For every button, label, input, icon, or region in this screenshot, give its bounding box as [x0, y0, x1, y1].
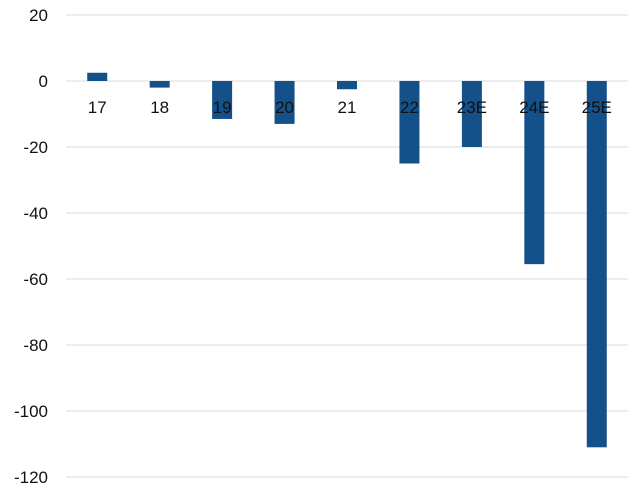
x-tick-label: 22 [400, 98, 419, 117]
x-tick-label: 25E [582, 98, 612, 117]
x-tick-label: 20 [275, 98, 294, 117]
bar-21 [337, 81, 357, 90]
y-tick-label: -20 [23, 138, 48, 157]
x-tick-label: 23E [457, 98, 487, 117]
bar-23E [461, 81, 482, 147]
x-tick-label: 24E [519, 98, 549, 117]
x-tick-label: 17 [88, 98, 107, 117]
y-tick-label: 0 [39, 72, 48, 91]
y-tick-label: -40 [23, 204, 48, 223]
y-tick-label: -60 [23, 270, 48, 289]
bar-24E [524, 81, 545, 265]
bar-17 [87, 72, 108, 81]
x-tick-label: 21 [338, 98, 357, 117]
bar-22 [399, 81, 420, 164]
bar-19 [212, 81, 233, 119]
y-tick-label: -80 [23, 336, 48, 355]
bars [87, 72, 607, 448]
x-axis-tick-labels: 17 18 19 20 21 22 23E 24E 25E [88, 98, 612, 117]
bar-25E [586, 81, 607, 448]
bar-18 [149, 81, 170, 88]
y-tick-label: -100 [14, 402, 48, 421]
x-tick-label: 18 [150, 98, 169, 117]
y-axis-tick-labels: 20 0 -20 -40 -60 -80 -100 -120 [14, 6, 48, 486]
bar-20 [274, 81, 295, 124]
x-tick-label: 19 [213, 98, 232, 117]
y-tick-label: 20 [29, 6, 48, 25]
y-tick-label: -120 [14, 468, 48, 486]
